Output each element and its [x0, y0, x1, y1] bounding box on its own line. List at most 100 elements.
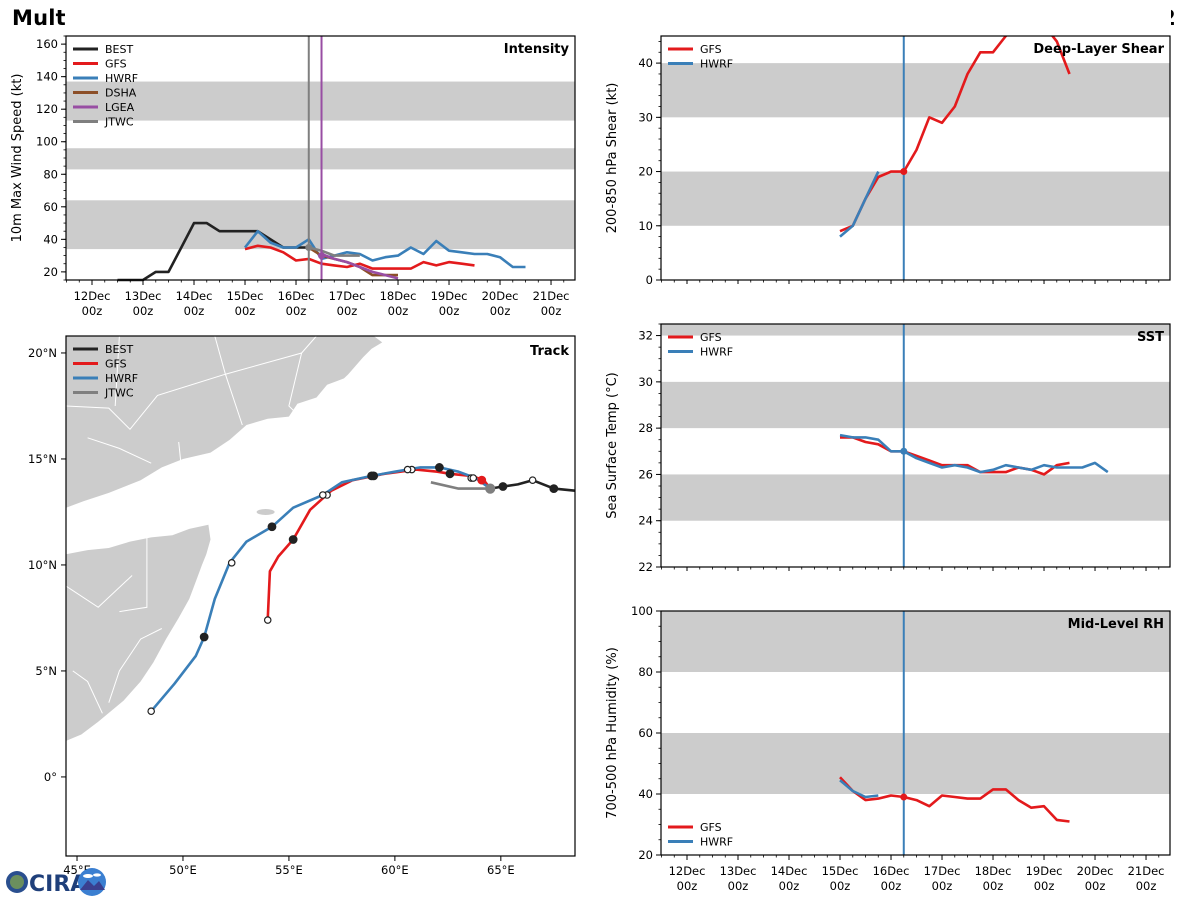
intensity-panel: 2040608010012014016012Dec00z13Dec00z14De… [10, 0, 576, 318]
x-tick-label-date: 16Dec [278, 289, 315, 303]
track-marker-hwrf [267, 522, 277, 532]
panel-label: Deep-Layer Shear [1033, 42, 1164, 57]
panel-label: Intensity [504, 42, 570, 57]
lat-tick-label: 5°N [35, 664, 57, 678]
track-marker-hwrf [434, 463, 444, 472]
country-border [119, 537, 148, 613]
y-tick-label: 140 [36, 70, 58, 84]
shaded-band [661, 63, 1170, 118]
y-axis-title: 200-850 hPa Shear (kt) [605, 83, 620, 234]
panel-label: Mid-Level RH [1068, 617, 1164, 632]
track-line-hwrf [150, 466, 491, 713]
x-tick-label-date: 15Dec [227, 289, 264, 303]
top-mask [660, 0, 1171, 36]
track-marker-gfs [445, 469, 455, 479]
shaded-band [66, 81, 575, 121]
shear-panel: 01020304012Dec00z13Dec00z14Dec00z15Dec00… [605, 0, 1171, 318]
legend-label-jtwc: JTWC [104, 116, 134, 129]
series-line-hwrf [839, 433, 1109, 474]
track-marker-hwrf [319, 491, 327, 499]
x-tick-label-hour: 00z [1034, 879, 1055, 893]
logo-emblem-icon [78, 868, 106, 896]
country-border [114, 335, 120, 407]
x-tick-label-hour: 00z [82, 304, 103, 318]
y-tick-label: 80 [43, 167, 58, 181]
y-tick-label: 22 [638, 560, 653, 574]
x-tick-label-hour: 00z [881, 879, 902, 893]
series-line-lgea [321, 252, 399, 280]
x-tick-label-hour: 00z [677, 879, 698, 893]
x-tick-label-date: 17Dec [329, 289, 366, 303]
y-tick-label: 24 [638, 514, 653, 528]
series-line-jtwc [308, 246, 360, 257]
x-tick-label-date: 16Dec [873, 864, 910, 878]
x-tick-label-date: 12Dec [669, 864, 706, 878]
track-marker-gfs [288, 535, 298, 544]
x-tick-label-date: 20Dec [482, 289, 519, 303]
y-tick-label: 20 [638, 848, 653, 862]
y-tick-label: 60 [43, 200, 58, 214]
track-marker-best [549, 484, 559, 494]
y-tick-label: 100 [631, 604, 653, 618]
shaded-band [66, 200, 575, 250]
y-axis-title: 700-500 hPa Humidity (%) [605, 647, 620, 819]
x-tick-label-hour: 00z [490, 304, 511, 318]
track-marker-hwrf [469, 474, 478, 482]
country-border [214, 335, 317, 375]
country-border [288, 352, 303, 413]
x-tick-label-date: 19Dec [431, 289, 468, 303]
country-border [65, 575, 133, 608]
track-line-jtwc [430, 481, 491, 490]
track-marker-best [528, 476, 537, 484]
lgea-start-marker [318, 252, 326, 260]
lat-tick-label: 20°N [28, 346, 57, 360]
y-tick-label: 40 [638, 787, 653, 801]
legend-label-gfs: GFS [105, 58, 127, 71]
map-frame [65, 335, 576, 857]
series-line-hwrf [243, 229, 526, 269]
y-tick-label: 120 [36, 102, 58, 116]
shaded-band [661, 474, 1170, 521]
y-tick-label: 32 [638, 329, 653, 343]
x-tick-label-hour: 00z [337, 304, 358, 318]
legend-label-gfs: GFS [700, 43, 722, 56]
y-tick-label: 30 [638, 375, 653, 389]
x-tick-label-date: 21Dec [533, 289, 570, 303]
x-tick-label-hour: 00z [779, 879, 800, 893]
y-tick-label: 60 [638, 726, 653, 740]
x-tick-label-hour: 00z [439, 304, 460, 318]
y-tick-label: 20 [638, 165, 653, 179]
x-tick-label-hour: 00z [286, 304, 307, 318]
shaded-band [66, 148, 575, 170]
legend-label-hwrf: HWRF [700, 346, 733, 359]
top-mask [660, 284, 1171, 324]
x-tick-label-date: 14Dec [771, 864, 808, 878]
plot-frame [660, 35, 1171, 281]
series-line-best [117, 221, 309, 282]
x-tick-label-date: 17Dec [924, 864, 961, 878]
legend-label-jtwc: JTWC [104, 387, 134, 400]
track-line-gfs [266, 468, 492, 621]
country-border [178, 441, 182, 464]
x-tick-label-date: 13Dec [720, 864, 757, 878]
legend-label-best: BEST [105, 43, 133, 56]
y-tick-label: 100 [36, 135, 58, 149]
land-socotra [256, 508, 275, 515]
x-tick-label-hour: 00z [1136, 879, 1157, 893]
country-border [224, 374, 243, 426]
track-marker-hwrf [147, 707, 155, 716]
y-tick-label: 40 [638, 56, 653, 70]
series-line-hwrf [839, 779, 879, 799]
track-marker-gfs [263, 616, 272, 624]
track-panel: 45°E 50°E 55°E 60°E 65°E0°5°N10°N15°N20°N Tra… [28, 335, 595, 877]
lat-tick-label: 10°N [28, 558, 57, 572]
x-tick-label-date: 14Dec [176, 289, 213, 303]
series-line-gfs [244, 244, 475, 270]
rh-panel: 2040608010012Dec00z13Dec00z14Dec00z15Dec… [605, 571, 1171, 893]
right-mask [575, 336, 595, 856]
land-arabia [66, 336, 383, 508]
y-tick-label: 0 [646, 273, 653, 287]
x-tick-label-hour: 00z [235, 304, 256, 318]
country-border [87, 437, 152, 464]
legend-label-hwrf: HWRF [105, 372, 138, 385]
